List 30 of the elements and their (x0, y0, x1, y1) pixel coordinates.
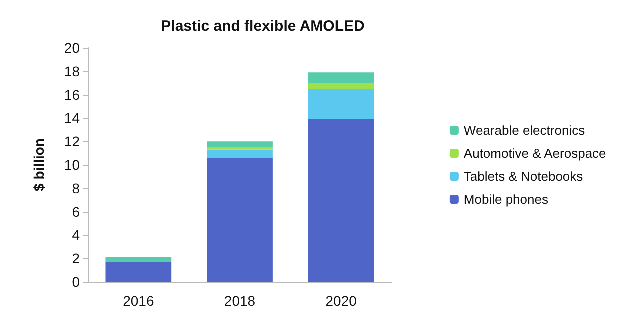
bar (207, 142, 273, 148)
y-tick-label: 14 (64, 110, 80, 126)
bar (207, 150, 273, 158)
bar (207, 158, 273, 282)
y-tick-label: 18 (64, 63, 80, 80)
y-tick-label: 16 (64, 86, 80, 103)
bar (106, 262, 172, 282)
y-tick-label: 10 (64, 157, 80, 173)
y-tick-label: 8 (72, 180, 80, 196)
legend-label: Wearable electronics (464, 123, 586, 138)
bar (207, 147, 273, 150)
x-tick-label: 2018 (224, 293, 256, 309)
y-tick-label: 6 (72, 204, 80, 220)
y-tick-label: 2 (72, 250, 80, 267)
bar (308, 83, 374, 89)
bar (308, 88, 374, 120)
bar (308, 72, 374, 84)
bar (308, 119, 374, 282)
y-tick-label: 12 (64, 134, 80, 150)
y-tick-label: 0 (72, 274, 80, 290)
y-tick-label: 20 (64, 40, 80, 56)
legend-label: Automotive & Aerospace (464, 146, 606, 161)
x-tick-label: 2016 (123, 293, 154, 309)
legend-label: Tablets & Notebooks (464, 169, 584, 184)
y-axis-title: $ billion (31, 138, 47, 192)
chart-title: Plastic and flexible AMOLED (161, 18, 365, 35)
y-tick-label: 4 (72, 227, 80, 244)
bar (106, 257, 172, 262)
legend-label: Mobile phones (464, 192, 549, 207)
x-tick-label: 2020 (326, 293, 358, 309)
